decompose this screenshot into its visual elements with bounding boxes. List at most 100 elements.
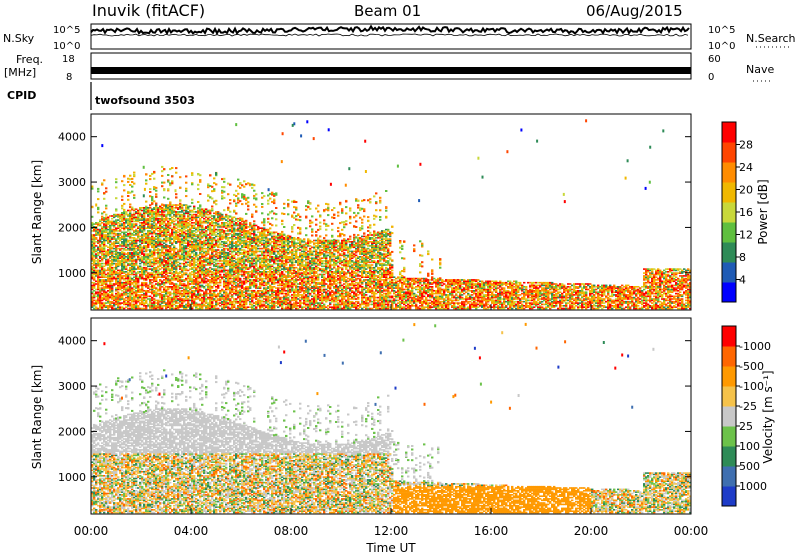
heatmap-cell	[163, 269, 166, 272]
heatmap-cell	[187, 235, 190, 238]
heatmap-cell	[259, 238, 262, 240]
heatmap-cell	[117, 281, 120, 284]
heatmap-cell	[93, 303, 96, 306]
heatmap-cell	[221, 276, 224, 278]
heatmap-cell	[219, 265, 222, 268]
heatmap-cell	[193, 217, 196, 220]
heatmap-cell	[217, 223, 220, 225]
heatmap-cell	[145, 200, 148, 203]
heatmap-cell	[143, 292, 146, 295]
heatmap-cell	[105, 261, 108, 264]
heatmap-cell	[231, 227, 234, 229]
heatmap-cell	[173, 279, 176, 281]
heatmap-cell	[249, 241, 252, 243]
heatmap-cell	[143, 241, 146, 243]
heatmap-cell	[151, 242, 154, 244]
heatmap-cell	[175, 279, 178, 281]
heatmap-cell	[235, 279, 238, 281]
heatmap-cell	[143, 295, 146, 298]
heatmap-cell	[133, 226, 136, 228]
heatmap-cell	[163, 227, 166, 229]
heatmap-cell	[153, 264, 156, 266]
heatmap-cell	[181, 243, 184, 246]
heatmap-cell	[225, 302, 228, 304]
heatmap-cell	[101, 272, 104, 274]
heatmap-cell	[191, 295, 194, 298]
heatmap-cell	[99, 269, 102, 272]
heatmap-cell	[243, 271, 246, 273]
heatmap-cell	[227, 249, 230, 251]
heatmap-cell	[113, 257, 116, 259]
heatmap-cell	[93, 264, 96, 266]
heatmap-cell	[109, 231, 112, 234]
heatmap-cell	[153, 262, 156, 265]
heatmap-cell	[213, 256, 216, 258]
heatmap-cell	[163, 235, 166, 238]
heatmap-cell	[225, 272, 228, 274]
heatmap-cell	[131, 217, 134, 220]
heatmap-cell	[227, 299, 230, 302]
heatmap-cell	[113, 232, 116, 235]
heatmap-cell	[165, 273, 168, 276]
heatmap-cell	[213, 258, 216, 261]
heatmap-cell	[125, 245, 128, 247]
heatmap-cell	[207, 199, 210, 202]
heatmap-cell	[141, 246, 144, 249]
heatmap-cell	[251, 294, 254, 296]
heatmap-cell	[171, 276, 174, 278]
heatmap-cell	[209, 249, 212, 251]
heatmap-cell	[161, 295, 164, 298]
heatmap-cell	[153, 287, 156, 289]
heatmap-cell	[165, 205, 168, 208]
heatmap-cell	[215, 296, 218, 299]
heatmap-cell	[151, 284, 154, 287]
heatmap-cell	[115, 272, 118, 274]
heatmap-cell	[195, 306, 198, 308]
heatmap-cell	[193, 299, 196, 302]
heatmap-cell	[115, 276, 118, 278]
heatmap-cell	[217, 226, 220, 228]
heatmap-cell	[207, 242, 210, 244]
heatmap-cell	[141, 217, 144, 220]
heatmap-cell	[129, 212, 132, 215]
heatmap-cell	[225, 224, 228, 227]
heatmap-cell	[229, 226, 232, 228]
heatmap-cell	[249, 262, 252, 265]
heatmap-cell	[133, 220, 136, 223]
heatmap-cell	[179, 239, 182, 242]
heatmap-cell	[191, 241, 194, 243]
heatmap-cell	[249, 238, 252, 240]
heatmap-cell	[231, 217, 234, 220]
heatmap-cell	[105, 262, 108, 265]
heatmap-cell	[197, 227, 200, 229]
heatmap-cell	[223, 241, 226, 243]
heatmap-cell	[209, 290, 212, 292]
heatmap-cell	[143, 257, 146, 259]
heatmap-cell	[175, 306, 178, 308]
heatmap-cell	[203, 294, 206, 296]
heatmap-cell	[251, 213, 254, 216]
heatmap-cell	[213, 237, 216, 239]
heatmap-cell	[159, 299, 162, 302]
heatmap-cell	[231, 288, 234, 291]
heatmap-cell	[141, 219, 144, 221]
heatmap-cell	[113, 305, 116, 307]
heatmap-cell	[115, 254, 118, 257]
heatmap-cell	[197, 292, 200, 295]
heatmap-cell	[245, 241, 248, 243]
heatmap-cell	[149, 188, 152, 191]
heatmap-cell	[245, 288, 248, 291]
heatmap-cell	[173, 238, 176, 240]
heatmap-cell	[125, 227, 128, 229]
heatmap-cell	[215, 234, 218, 236]
heatmap-cell	[223, 222, 226, 224]
heatmap-cell	[115, 223, 118, 225]
heatmap-cell	[131, 213, 134, 216]
heatmap-cell	[115, 250, 118, 253]
heatmap-cell	[119, 220, 122, 223]
heatmap-cell	[199, 284, 202, 287]
heatmap-cell	[207, 237, 210, 239]
heatmap-cell	[141, 228, 144, 231]
heatmap-cell	[119, 217, 122, 220]
